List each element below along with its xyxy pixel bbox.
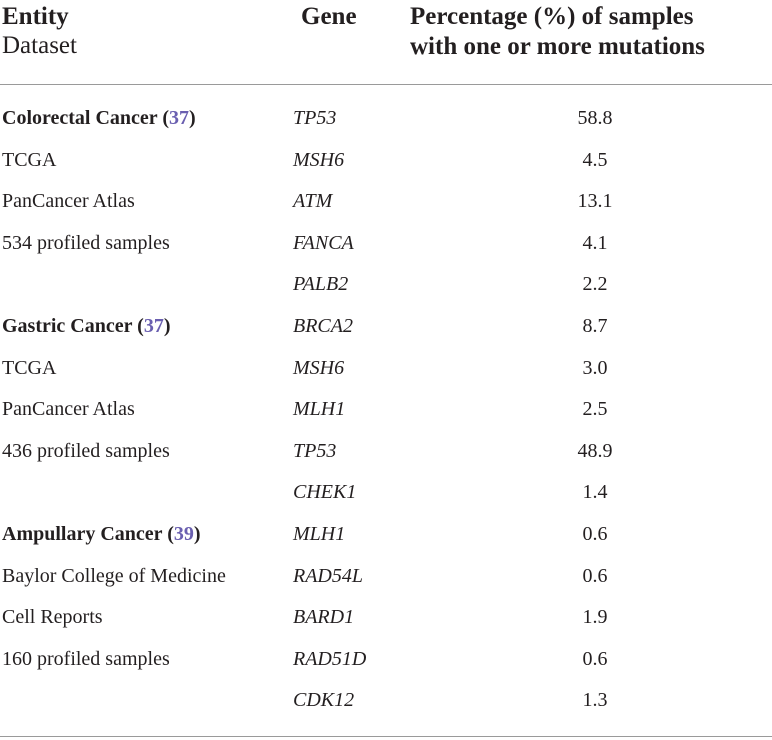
- gene-cell: TP53: [293, 439, 337, 462]
- entity-cell: Ampullary Cancer (39): [2, 523, 201, 545]
- percentage-cell: 8.7: [582, 315, 608, 337]
- gene-cell: TP53: [293, 107, 337, 129]
- gene-cell: BRCA2: [293, 315, 353, 337]
- entity-cell: Cell Reports: [2, 606, 103, 629]
- table-row: 160 profiled samples RAD51D 0.6: [0, 640, 772, 682]
- gene-cell: MLH1: [293, 523, 346, 545]
- gene-cell: MSH6: [293, 148, 345, 171]
- percentage-cell: 4.5: [582, 148, 608, 171]
- entity-cell: TCGA: [2, 356, 57, 379]
- percentage-cell: 0.6: [582, 564, 608, 587]
- entity-cell: Baylor College of Medicine: [2, 564, 226, 587]
- header-percentage: Percentage (%) of samples with one or mo…: [410, 2, 705, 62]
- table-row: TCGA MSH6 3.0: [0, 349, 772, 391]
- entity-cell: PanCancer Atlas: [2, 398, 135, 421]
- gene-cell: RAD51D: [293, 647, 367, 670]
- percentage-cell: 0.6: [582, 647, 608, 670]
- reference-link[interactable]: 39: [173, 523, 194, 545]
- entity-cell: 534 profiled samples: [2, 231, 170, 254]
- gene-cell: RAD54L: [293, 564, 363, 587]
- table-header: Entity Dataset Gene Percentage (%) of sa…: [0, 0, 772, 86]
- entity-cell: Gastric Cancer (37): [2, 315, 171, 337]
- gene-cell: MSH6: [293, 356, 345, 379]
- entity-name: Gastric Cancer: [2, 315, 133, 337]
- entity-cell: 160 profiled samples: [2, 647, 170, 670]
- entity-cell: PanCancer Atlas: [2, 190, 135, 213]
- percentage-cell: 1.9: [582, 606, 608, 629]
- header-dataset: Dataset: [2, 32, 77, 59]
- percentage-cell: 1.4: [582, 481, 608, 504]
- gene-cell: FANCA: [293, 231, 354, 254]
- entity-cell: 436 profiled samples: [2, 439, 170, 462]
- table-row: PanCancer Atlas ATM 13.1: [0, 182, 772, 224]
- percentage-cell: 4.1: [582, 231, 608, 254]
- header-percentage-line1: Percentage (%) of samples: [410, 3, 694, 30]
- table-row: Cell Reports BARD1 1.9: [0, 598, 772, 640]
- gene-cell: CDK12: [293, 689, 355, 712]
- table-row: PanCancer Atlas MLH1 2.5: [0, 390, 772, 432]
- table-row: 436 profiled samples TP53 48.9: [0, 432, 772, 474]
- percentage-cell: 58.8: [577, 107, 613, 129]
- header-gene: Gene: [301, 3, 357, 30]
- entity-cell: Colorectal Cancer (37): [2, 107, 196, 129]
- table-row: Colorectal Cancer (37) TP53 58.8: [0, 99, 772, 141]
- reference-link[interactable]: 37: [169, 107, 189, 129]
- reference-link[interactable]: 37: [143, 315, 164, 337]
- header-divider: [0, 84, 772, 85]
- percentage-cell: 13.1: [577, 190, 613, 213]
- table-row: PALB2 2.2: [0, 265, 772, 307]
- table-row: Baylor College of Medicine RAD54L 0.6: [0, 557, 772, 599]
- gene-cell: BARD1: [293, 606, 355, 629]
- table-row: 534 profiled samples FANCA 4.1: [0, 224, 772, 266]
- table-row: Ampullary Cancer (39) MLH1 0.6: [0, 515, 772, 557]
- percentage-cell: 2.5: [582, 398, 608, 421]
- percentage-cell: 48.9: [577, 439, 613, 462]
- percentage-cell: 2.2: [582, 273, 608, 296]
- gene-cell: MLH1: [293, 398, 346, 421]
- table-row: CDK12 1.3: [0, 681, 772, 723]
- gene-cell: CHEK1: [293, 481, 357, 504]
- table-row: CHEK1 1.4: [0, 473, 772, 515]
- header-percentage-line2: with one or more mutations: [410, 33, 705, 60]
- entity-name: Ampullary Cancer: [2, 523, 163, 545]
- table-row: TCGA MSH6 4.5: [0, 141, 772, 183]
- entity-name: Colorectal Cancer: [2, 107, 158, 129]
- percentage-cell: 0.6: [582, 523, 608, 545]
- percentage-cell: 1.3: [582, 689, 608, 712]
- gene-cell: PALB2: [293, 273, 349, 296]
- table-row: Gastric Cancer (37) BRCA2 8.7: [0, 307, 772, 349]
- table-bottom-rule: [0, 736, 772, 737]
- percentage-cell: 3.0: [582, 356, 608, 379]
- entity-cell: TCGA: [2, 148, 57, 171]
- gene-cell: ATM: [293, 190, 333, 213]
- header-entity: Entity: [2, 3, 69, 30]
